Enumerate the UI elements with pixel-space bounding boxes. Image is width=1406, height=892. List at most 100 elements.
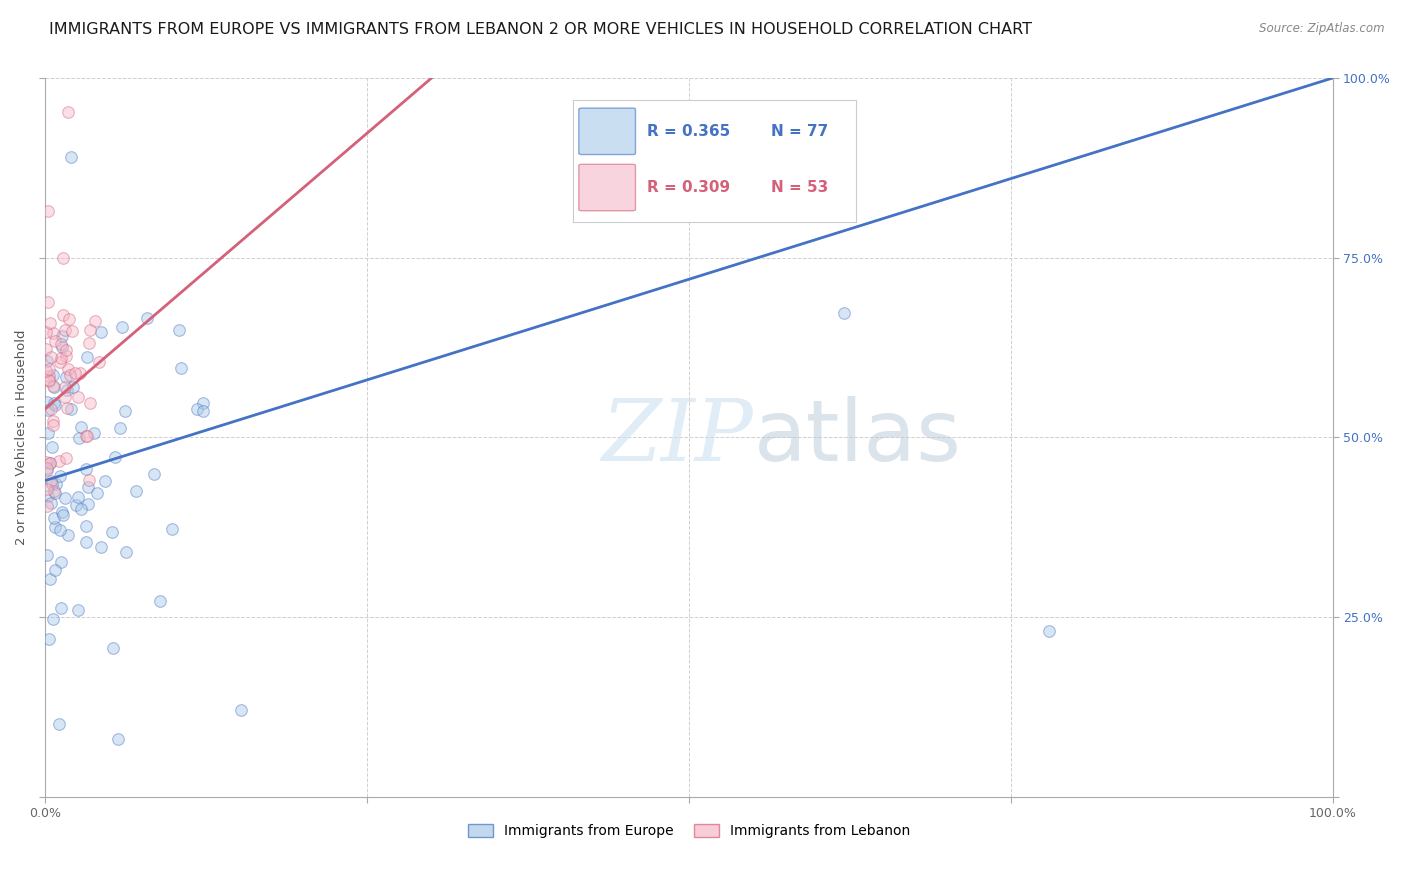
Point — [35, 455, 58, 469]
Point — [55, 349, 77, 363]
Point — [56, 401, 79, 415]
Point — [65, 498, 87, 512]
Point — [56, 528, 79, 542]
Text: ZIP: ZIP — [602, 396, 754, 479]
Point — [59, 150, 82, 164]
Point — [87, 355, 110, 369]
Point — [42, 484, 65, 499]
Point — [37, 204, 59, 219]
Point — [37, 489, 59, 503]
Point — [67, 390, 90, 404]
Point — [135, 310, 157, 325]
Point — [42, 417, 65, 432]
Point — [55, 450, 77, 465]
Point — [39, 456, 62, 470]
Point — [67, 431, 90, 445]
Text: Source: ZipAtlas.com: Source: ZipAtlas.com — [1260, 22, 1385, 36]
Point — [51, 340, 73, 354]
Point — [39, 402, 62, 417]
Point — [41, 477, 63, 491]
Point — [49, 601, 72, 615]
Point — [44, 563, 66, 577]
Point — [42, 414, 65, 428]
Point — [35, 342, 58, 356]
Point — [48, 717, 70, 731]
Point — [42, 368, 65, 383]
Point — [39, 495, 62, 509]
Point — [38, 632, 60, 646]
Point — [49, 337, 72, 351]
Point — [170, 360, 193, 375]
Point — [52, 309, 75, 323]
Point — [37, 403, 59, 417]
Text: IMMIGRANTS FROM EUROPE VS IMMIGRANTS FROM LEBANON 2 OR MORE VEHICLES IN HOUSEHOL: IMMIGRANTS FROM EUROPE VS IMMIGRANTS FRO… — [49, 22, 1032, 37]
Point — [125, 483, 148, 498]
Point — [101, 641, 124, 656]
Point — [56, 105, 79, 120]
Point — [38, 361, 60, 376]
Point — [35, 326, 58, 340]
Point — [53, 491, 76, 506]
Point — [35, 364, 58, 378]
Point — [38, 373, 60, 387]
Point — [77, 497, 100, 511]
Point — [84, 314, 107, 328]
Point — [51, 328, 73, 343]
Point — [39, 351, 62, 365]
Point — [59, 368, 82, 382]
Point — [38, 368, 60, 383]
Point — [35, 354, 58, 368]
Point — [90, 325, 112, 339]
Point — [63, 366, 86, 380]
Point — [42, 612, 65, 626]
Point — [39, 316, 62, 330]
Point — [42, 326, 65, 340]
Text: atlas: atlas — [754, 396, 962, 479]
Point — [44, 398, 66, 412]
Point — [48, 468, 70, 483]
Point — [53, 390, 76, 404]
Point — [51, 505, 73, 519]
Point — [77, 336, 100, 351]
Point — [37, 294, 59, 309]
Point — [55, 384, 77, 398]
Y-axis label: 2 or more Vehicles in Household: 2 or more Vehicles in Household — [15, 330, 28, 545]
Point — [93, 475, 115, 489]
Point — [55, 343, 77, 358]
Point — [67, 490, 90, 504]
Point — [76, 519, 98, 533]
Point — [101, 525, 124, 540]
Point — [49, 355, 72, 369]
Point — [75, 534, 97, 549]
Point — [1038, 624, 1060, 639]
Point — [49, 351, 72, 366]
Point — [60, 324, 83, 338]
Point — [142, 467, 165, 481]
Point — [149, 594, 172, 608]
Point — [191, 404, 214, 418]
Point — [79, 323, 101, 337]
Point — [58, 312, 80, 326]
Point — [52, 251, 75, 265]
Point — [75, 462, 97, 476]
Point — [35, 483, 58, 497]
Point — [229, 704, 252, 718]
Point — [37, 461, 59, 475]
Point — [49, 555, 72, 569]
Point — [69, 366, 91, 380]
Point — [35, 395, 58, 409]
Point — [110, 320, 132, 334]
Point — [37, 499, 59, 513]
Point — [38, 573, 60, 587]
Point — [45, 477, 67, 491]
Point — [35, 548, 58, 562]
Point — [832, 306, 855, 320]
Point — [49, 523, 72, 537]
Point — [107, 732, 129, 747]
Point — [39, 474, 62, 488]
Point — [44, 380, 66, 394]
Point — [104, 450, 127, 464]
Point — [76, 351, 98, 365]
Legend: Immigrants from Europe, Immigrants from Lebanon: Immigrants from Europe, Immigrants from … — [463, 818, 917, 844]
Point — [115, 545, 138, 559]
